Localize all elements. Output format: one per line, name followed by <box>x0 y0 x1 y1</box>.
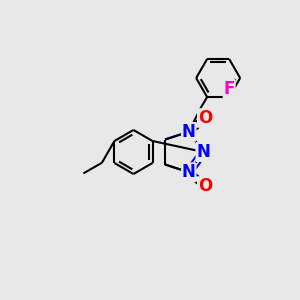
Text: O: O <box>198 177 212 195</box>
Text: N: N <box>182 123 196 141</box>
Text: N: N <box>196 143 210 161</box>
Text: O: O <box>198 109 212 127</box>
Text: N: N <box>182 163 196 181</box>
Text: F: F <box>224 80 235 98</box>
Text: N: N <box>196 143 210 161</box>
